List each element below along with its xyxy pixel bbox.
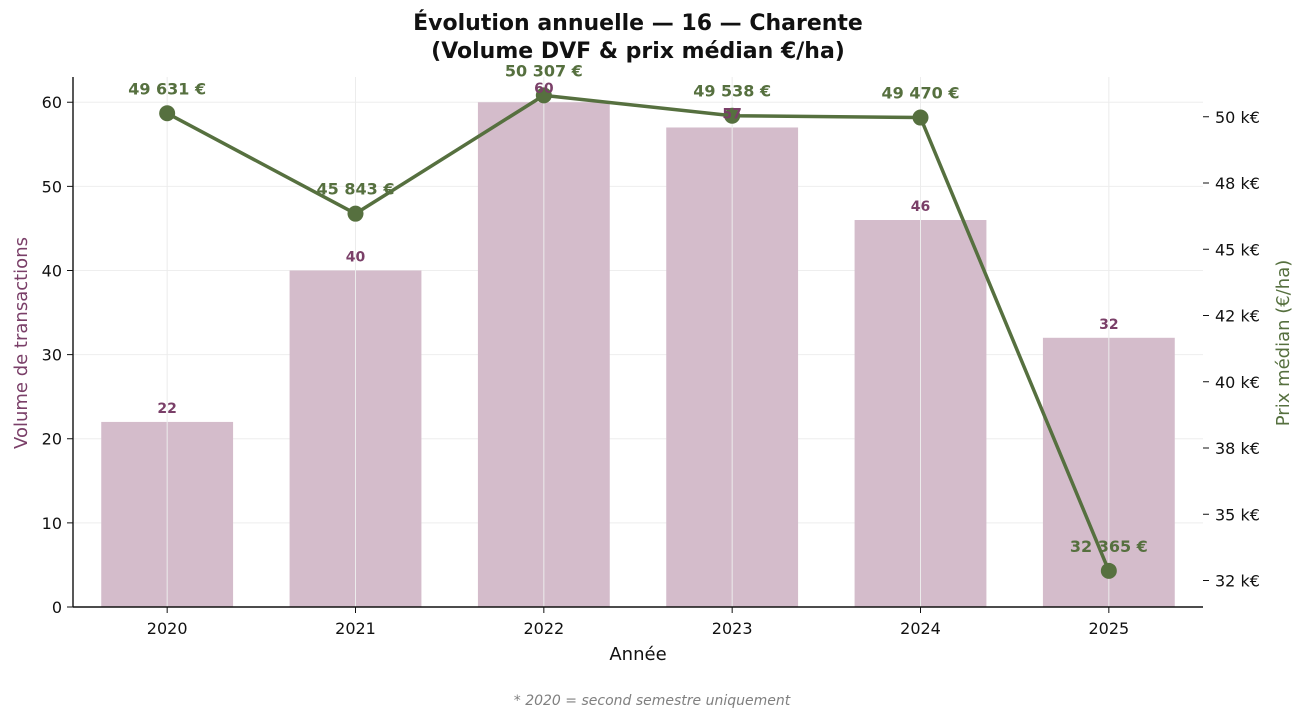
y-tick-label: 40 [42,261,62,280]
x-tick-label: 2020 [147,619,188,638]
x-axis-label: Année [609,644,666,665]
footnote: * 2020 = second semestre uniquement [514,693,791,709]
x-tick-label: 2022 [523,619,564,638]
bar-value-label: 32 [1099,317,1118,333]
chart-title-line2: (Volume DVF & prix médian €/ha) [431,39,845,64]
y2-tick-label: 40 k€ [1215,373,1260,392]
price-point [347,205,364,222]
y2-tick-label: 35 k€ [1215,505,1260,524]
y-tick-label: 10 [42,514,62,533]
y2-tick-label: 38 k€ [1215,439,1260,458]
price-line-series [159,87,1117,579]
y-tick-label: 50 [42,177,62,196]
y-tick-label: 0 [52,598,62,617]
price-line [166,93,1111,572]
gridlines [73,101,1203,524]
x-tick-label: 2024 [900,619,941,638]
bar-value-label: 60 [534,81,554,97]
price-value-label: 49 470 € [882,84,960,103]
y2-tick-label: 32 k€ [1215,572,1260,591]
y2-tick-label: 50 k€ [1215,108,1260,127]
y2-tick-label: 42 k€ [1215,307,1260,326]
chart-title-line1: Évolution annuelle — 16 — Charente [413,10,863,36]
x-tick-label: 2025 [1088,619,1129,638]
y-tick-label: 30 [42,346,62,365]
y-tick-label: 60 [42,93,62,112]
price-point [535,87,552,104]
y2-axis-label: Prix médian (€/ha) [1273,260,1294,427]
bar-value-label: 40 [346,249,366,265]
y2-tick-label: 48 k€ [1215,174,1260,193]
price-point [912,109,929,126]
y-axis-label: Volume de transactions [11,237,32,449]
price-value-label: 49 631 € [128,79,206,98]
price-value-label: 49 538 € [693,82,771,101]
price-point [159,105,176,122]
price-point [1100,562,1117,579]
price-value-label: 45 843 € [317,180,395,199]
x-tick-label: 2023 [712,619,753,638]
y2-tick-label: 45 k€ [1215,240,1260,259]
price-point [724,107,741,124]
bar-value-label: 57 [722,106,741,122]
price-value-label: 50 307 € [505,61,583,80]
axes: 0 10 20 30 40 50 60 32 k€ 35 k€ 38 k€ 40 k€ 42 k€ 45… [42,77,1260,638]
bar-value-label: 22 [157,401,176,417]
y-tick-label: 20 [42,430,62,449]
bar-value-label: 46 [911,199,930,215]
data-labels: 22 40 60 57 46 32 49 631 € 45 843 € 50 307 € 49 5… [128,61,1148,555]
price-value-label: 32 365 € [1070,537,1148,556]
x-tick-label: 2021 [335,619,376,638]
